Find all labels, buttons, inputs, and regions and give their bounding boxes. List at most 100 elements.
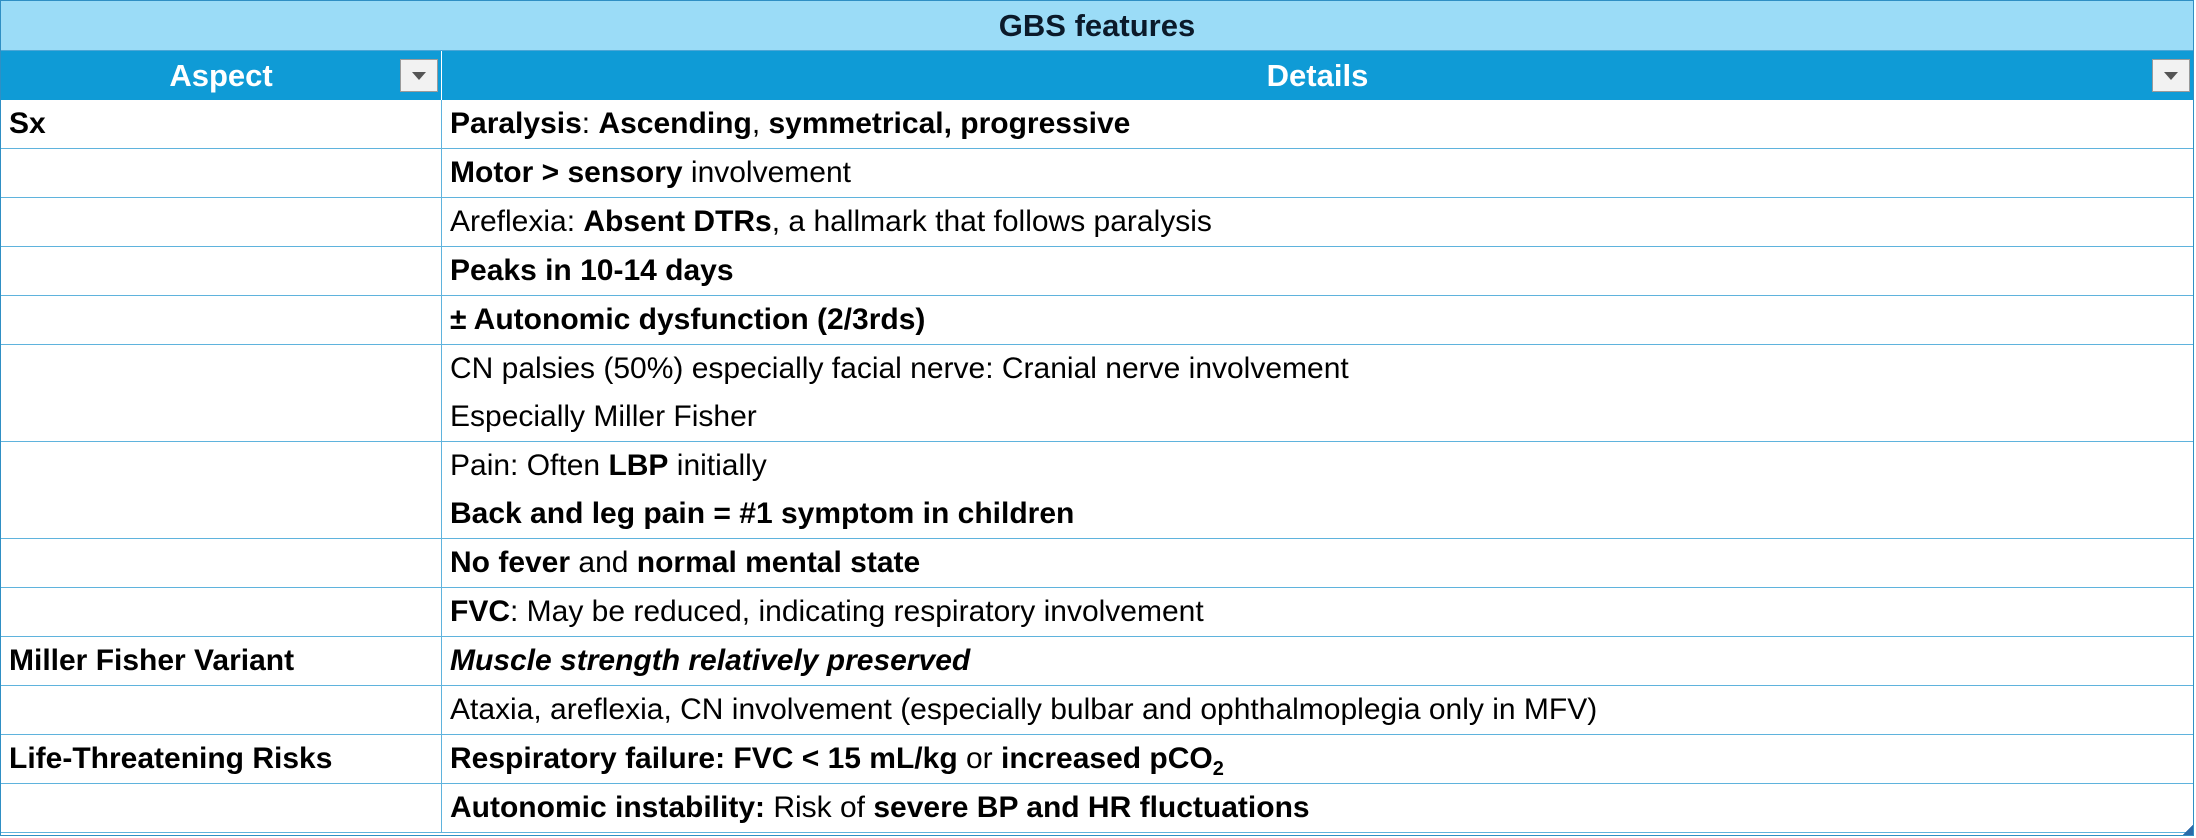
details-text: Absent DTRs [583,205,772,238]
aspect-cell[interactable] [1,149,442,197]
details-line: Paralysis: Ascending, symmetrical, progr… [450,100,2185,148]
header-row: Aspect Details [1,51,2193,100]
details-line: Motor > sensory involvement [450,149,2185,197]
resize-handle-icon[interactable] [2183,825,2193,835]
details-cell[interactable]: Motor > sensory involvement [442,149,2193,197]
details-cell[interactable]: Peaks in 10-14 days [442,247,2193,295]
table-row: Ataxia, areflexia, CN involvement (espec… [1,686,2193,735]
table-row: Sx Paralysis: Ascending, symmetrical, pro… [1,100,2193,149]
details-text: Motor > sensory [450,156,683,189]
details-text: : May be reduced, indicating respiratory… [510,595,1204,628]
details-line: No fever and normal mental state [450,539,2185,587]
details-text: Back and leg pain = #1 symptom in childr… [450,497,1075,530]
details-text: : [581,107,599,140]
details-cell[interactable]: FVC: May be reduced, indicating respirat… [442,588,2193,636]
aspect-cell[interactable] [1,442,442,538]
details-line: Back and leg pain = #1 symptom in childr… [450,490,2185,538]
table-row: CN palsies (50%) especially facial nerve… [1,345,2193,442]
details-text: Ataxia, areflexia, CN involvement (espec… [450,693,1598,726]
aspect-filter-button[interactable] [400,59,438,92]
details-text: Autonomic instability: [450,791,765,824]
aspect-text: Miller Fisher Variant [9,644,295,677]
header-details[interactable]: Details [442,51,2193,100]
aspect-cell[interactable]: Life-Threatening Risks [1,735,442,783]
details-cell[interactable]: Autonomic instability: Risk of severe BP… [442,784,2193,832]
aspect-cell[interactable] [1,345,442,441]
details-text: Paralysis [450,107,582,140]
details-line: Pain: Often LBP initially [450,442,2185,490]
table-row: Autonomic instability: Risk of severe BP… [1,784,2193,833]
aspect-cell[interactable] [1,539,442,587]
details-text: severe BP and HR fluctuations [873,791,1310,824]
table-row: No fever and normal mental state [1,539,2193,588]
details-cell[interactable]: CN palsies (50%) especially facial nerve… [442,345,2193,441]
details-text: increased pCO [1001,742,1213,775]
details-text: Pain: Often [450,449,609,482]
aspect-cell[interactable]: Miller Fisher Variant [1,637,442,685]
aspect-cell[interactable] [1,198,442,246]
table-row: Pain: Often LBP initially Back and leg pa… [1,442,2193,539]
details-text: ± Autonomic dysfunction (2/3rds) [450,303,926,336]
details-text: No fever [450,546,571,579]
details-cell[interactable]: ± Autonomic dysfunction (2/3rds) [442,296,2193,344]
details-cell[interactable]: Ataxia, areflexia, CN involvement (espec… [442,686,2193,734]
details-text: Respiratory failure: FVC < 15 mL/kg [450,742,958,775]
details-text: , a hallmark that follows paralysis [771,205,1212,238]
table-row: FVC: May be reduced, indicating respirat… [1,588,2193,637]
details-text: initially [668,449,767,482]
details-text: Ascending [598,107,752,140]
aspect-cell[interactable] [1,784,442,832]
details-text: 2 [1212,758,1224,780]
details-line: Respiratory failure: FVC < 15 mL/kg or i… [450,735,2185,783]
header-aspect[interactable]: Aspect [1,51,442,100]
table-row: ± Autonomic dysfunction (2/3rds) [1,296,2193,345]
details-line: Ataxia, areflexia, CN involvement (espec… [450,686,2185,734]
details-text: normal mental state [636,546,921,579]
details-cell[interactable]: Pain: Often LBP initially Back and leg pa… [442,442,2193,538]
aspect-cell[interactable] [1,588,442,636]
details-text: Areflexia: [450,205,584,238]
details-line: Areflexia: Absent DTRs, a hallmark that … [450,198,2185,246]
details-cell[interactable]: No fever and normal mental state [442,539,2193,587]
details-cell[interactable]: Paralysis: Ascending, symmetrical, progr… [442,100,2193,148]
details-line: FVC: May be reduced, indicating respirat… [450,588,2185,636]
table-body: Sx Paralysis: Ascending, symmetrical, pro… [1,100,2193,833]
aspect-cell[interactable] [1,686,442,734]
table-title: GBS features [1,1,2193,51]
details-line: Autonomic instability: Risk of severe BP… [450,784,2185,832]
header-details-label: Details [1266,57,1369,93]
table-row: Areflexia: Absent DTRs, a hallmark that … [1,198,2193,247]
header-aspect-label: Aspect [169,57,273,93]
details-text: symmetrical, progressive [768,107,1131,140]
chevron-down-icon [2164,71,2178,80]
aspect-text: Sx [9,107,46,140]
details-text: , [751,107,769,140]
details-filter-button[interactable] [2152,59,2190,92]
details-line: ± Autonomic dysfunction (2/3rds) [450,296,2185,344]
details-text: Risk of [765,791,874,824]
details-text: and [570,546,637,579]
details-text: Especially Miller Fisher [450,400,757,433]
details-line: Muscle strength relatively preserved [450,637,2185,685]
details-text: CN palsies (50%) especially facial nerve… [450,352,1349,385]
table-row: Miller Fisher Variant Muscle strength rel… [1,637,2193,686]
table-row: Motor > sensory involvement [1,149,2193,198]
details-text: LBP [608,449,669,482]
details-cell[interactable]: Areflexia: Absent DTRs, a hallmark that … [442,198,2193,246]
details-line: CN palsies (50%) especially facial nerve… [450,345,2185,393]
details-text: FVC [450,595,510,628]
details-cell[interactable]: Respiratory failure: FVC < 15 mL/kg or i… [442,735,2193,783]
details-text: Peaks in 10-14 days [450,254,734,287]
aspect-cell[interactable] [1,296,442,344]
aspect-cell[interactable] [1,247,442,295]
details-line: Especially Miller Fisher [450,393,2185,441]
aspect-text: Life-Threatening Risks [9,742,333,775]
details-text: or [957,742,1002,775]
table-row: Peaks in 10-14 days [1,247,2193,296]
table-row: Life-Threatening Risks Respiratory failur… [1,735,2193,784]
details-cell[interactable]: Muscle strength relatively preserved [442,637,2193,685]
aspect-cell[interactable]: Sx [1,100,442,148]
details-line: Peaks in 10-14 days [450,247,2185,295]
details-text: Muscle strength relatively preserved [450,644,971,677]
